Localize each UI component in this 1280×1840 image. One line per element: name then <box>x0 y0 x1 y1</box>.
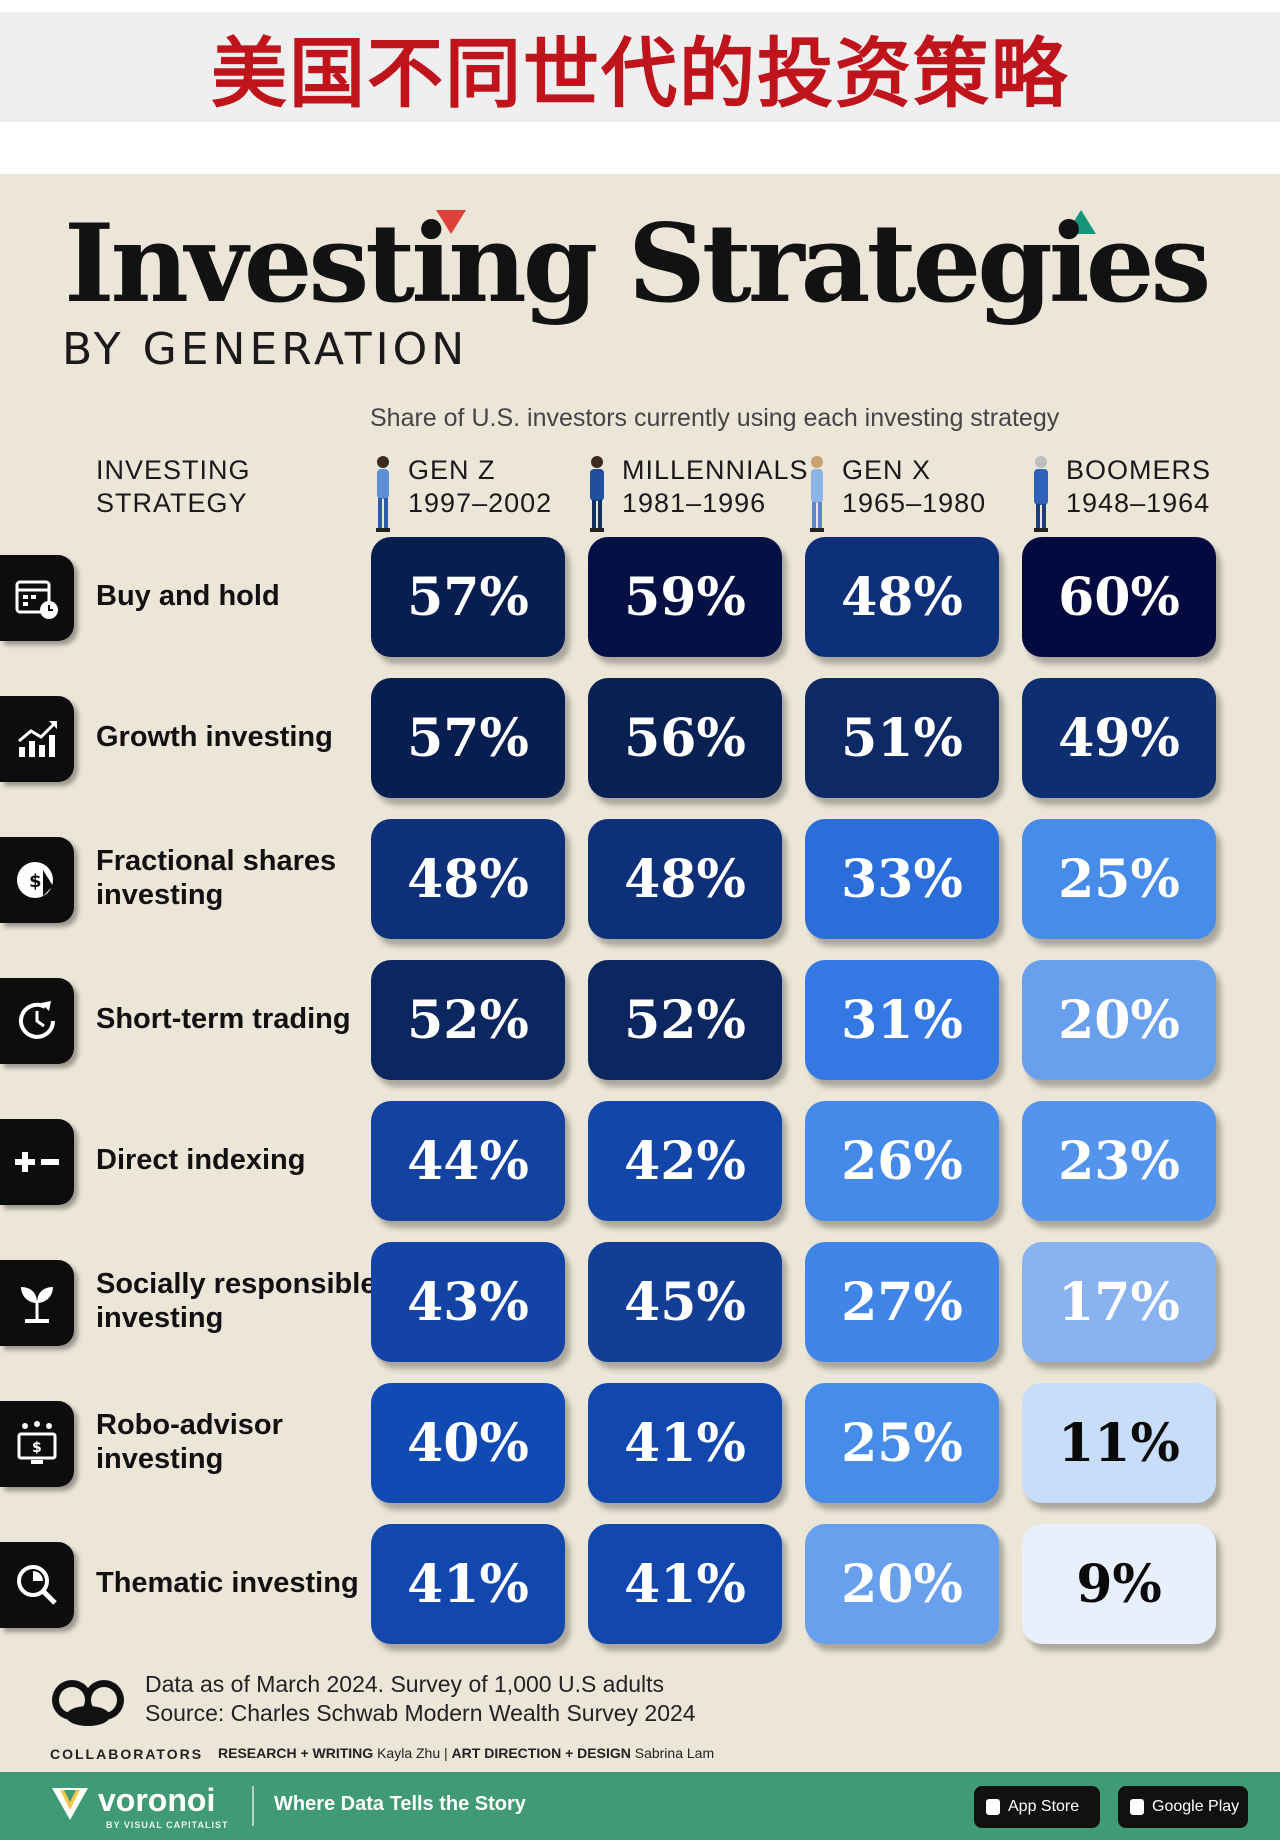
down-triangle-icon <box>436 210 466 234</box>
generation-name: MILLENNIALS <box>622 455 809 485</box>
row-label-thematic-investing: Thematic investing <box>96 1567 359 1599</box>
up-triangle-icon <box>1066 210 1096 234</box>
row-label-growth-investing: Growth investing <box>96 721 333 753</box>
generation-header-boomers: BOOMERS 1948–1964 <box>1028 454 1211 534</box>
strategy-header-line1: INVESTING <box>96 455 251 485</box>
chart-subtitle: Share of U.S. investors currently using … <box>370 404 1060 432</box>
fractional-coin-icon: $ <box>0 837 74 923</box>
value-cell: 25% <box>805 1383 999 1503</box>
svg-text:$: $ <box>32 1440 42 1456</box>
value-cell: 42% <box>588 1101 782 1221</box>
top-banner: 美国不同世代的投资策略 <box>0 12 1280 122</box>
robo-monitor-icon: $ <box>0 1401 74 1487</box>
generation-years: 1981–1996 <box>622 488 767 518</box>
row-label-socially-responsible: Socially responsible investing <box>96 1268 377 1334</box>
credit-separator: | <box>444 1745 448 1761</box>
plus-minus-icon <box>0 1119 74 1205</box>
value-cell: 48% <box>588 819 782 939</box>
value-cell: 31% <box>805 960 999 1080</box>
strategy-header-line2: STRATEGY <box>96 488 248 518</box>
generation-header-millennials: MILLENNIALS 1981–1996 <box>584 454 809 534</box>
value-cell: 44% <box>371 1101 565 1221</box>
value-cell: 17% <box>1022 1242 1216 1362</box>
value-cell: 20% <box>1022 960 1216 1080</box>
value-cell: 52% <box>371 960 565 1080</box>
sprout-icon <box>0 1260 74 1346</box>
person-figure-icon <box>376 456 390 532</box>
value-cell: 41% <box>588 1383 782 1503</box>
value-cell: 51% <box>805 678 999 798</box>
app-store-button[interactable]: App Store <box>974 1786 1100 1828</box>
row-label-buy-and-hold: Buy and hold <box>96 580 280 612</box>
value-cell: 59% <box>588 537 782 657</box>
value-cell: 57% <box>371 537 565 657</box>
generation-years: 1965–1980 <box>842 488 987 518</box>
design-name: Sabrina Lam <box>634 1745 715 1761</box>
generation-name: GEN X <box>842 455 932 485</box>
person-figure-icon <box>1034 456 1048 532</box>
value-cell: 60% <box>1022 537 1216 657</box>
generation-header-genx: GEN X 1965–1980 <box>804 454 986 534</box>
value-cell: 40% <box>371 1383 565 1503</box>
strategy-column-header: INVESTING STRATEGY <box>96 454 251 520</box>
magnifier-pie-icon <box>0 1542 74 1628</box>
person-figure-icon <box>810 456 824 532</box>
value-cell: 20% <box>805 1524 999 1644</box>
person-figure-icon <box>590 456 604 532</box>
value-cell: 57% <box>371 678 565 798</box>
design-label: ART DIRECTION + DESIGN <box>451 1745 631 1761</box>
value-cell: 43% <box>371 1242 565 1362</box>
value-cell: 26% <box>805 1101 999 1221</box>
generation-header-genz: GEN Z 1997–2002 <box>370 454 552 534</box>
main-title: Investing Strategies <box>64 201 1211 327</box>
row-label-fractional-shares: Fractional shares investing <box>96 845 337 911</box>
row-label-robo-advisor: Robo-advisor investing <box>96 1409 283 1475</box>
value-cell: 25% <box>1022 819 1216 939</box>
value-cell: 41% <box>588 1524 782 1644</box>
voronoi-logo-icon <box>52 1788 88 1820</box>
research-name: Kayla Zhu <box>377 1745 441 1761</box>
value-cell: 41% <box>371 1524 565 1644</box>
subtitle: BY GENERATION <box>62 324 469 375</box>
calendar-clock-icon <box>0 555 74 641</box>
value-cell: 9% <box>1022 1524 1216 1644</box>
google-play-button[interactable]: Google Play <box>1118 1786 1248 1828</box>
value-cell: 52% <box>588 960 782 1080</box>
infographic-poster: Investing Strategies BY GENERATION Share… <box>0 174 1280 1772</box>
value-cell: 23% <box>1022 1101 1216 1221</box>
generation-years: 1948–1964 <box>1066 488 1211 518</box>
collaborators-logo-icon <box>52 1680 124 1726</box>
generation-name: BOOMERS <box>1066 455 1212 485</box>
footer-source: Data as of March 2024. Survey of 1,000 U… <box>145 1670 696 1728</box>
value-cell: 11% <box>1022 1383 1216 1503</box>
research-label: RESEARCH + WRITING <box>218 1745 374 1761</box>
value-cell: 33% <box>805 819 999 939</box>
banner-title: 美国不同世代的投资策略 <box>211 29 1069 118</box>
brand-divider <box>252 1786 254 1826</box>
generation-years: 1997–2002 <box>408 488 553 518</box>
credits: RESEARCH + WRITING Kayla Zhu | ART DIREC… <box>218 1745 714 1761</box>
value-cell: 48% <box>371 819 565 939</box>
value-cell: 48% <box>805 537 999 657</box>
brand-bar: voronoi BY VISUAL CAPITALIST Where Data … <box>0 1772 1280 1840</box>
value-cell: 27% <box>805 1242 999 1362</box>
value-cell: 56% <box>588 678 782 798</box>
tagline: Where Data Tells the Story <box>274 1793 526 1815</box>
data-note: Data as of March 2024. Survey of 1,000 U… <box>145 1671 665 1697</box>
collaborators-label: COLLABORATORS <box>50 1746 204 1762</box>
brand-subtitle: BY VISUAL CAPITALIST <box>106 1820 229 1830</box>
row-label-direct-indexing: Direct indexing <box>96 1144 306 1176</box>
row-label-short-term-trading: Short-term trading <box>96 1003 351 1035</box>
value-cell: 45% <box>588 1242 782 1362</box>
growth-chart-icon <box>0 696 74 782</box>
source-note: Source: Charles Schwab Modern Wealth Sur… <box>145 1700 696 1726</box>
svg-text:$: $ <box>29 871 42 892</box>
clock-arrow-icon <box>0 978 74 1064</box>
value-cell: 49% <box>1022 678 1216 798</box>
generation-name: GEN Z <box>408 455 496 485</box>
brand-name[interactable]: voronoi <box>98 1782 216 1818</box>
